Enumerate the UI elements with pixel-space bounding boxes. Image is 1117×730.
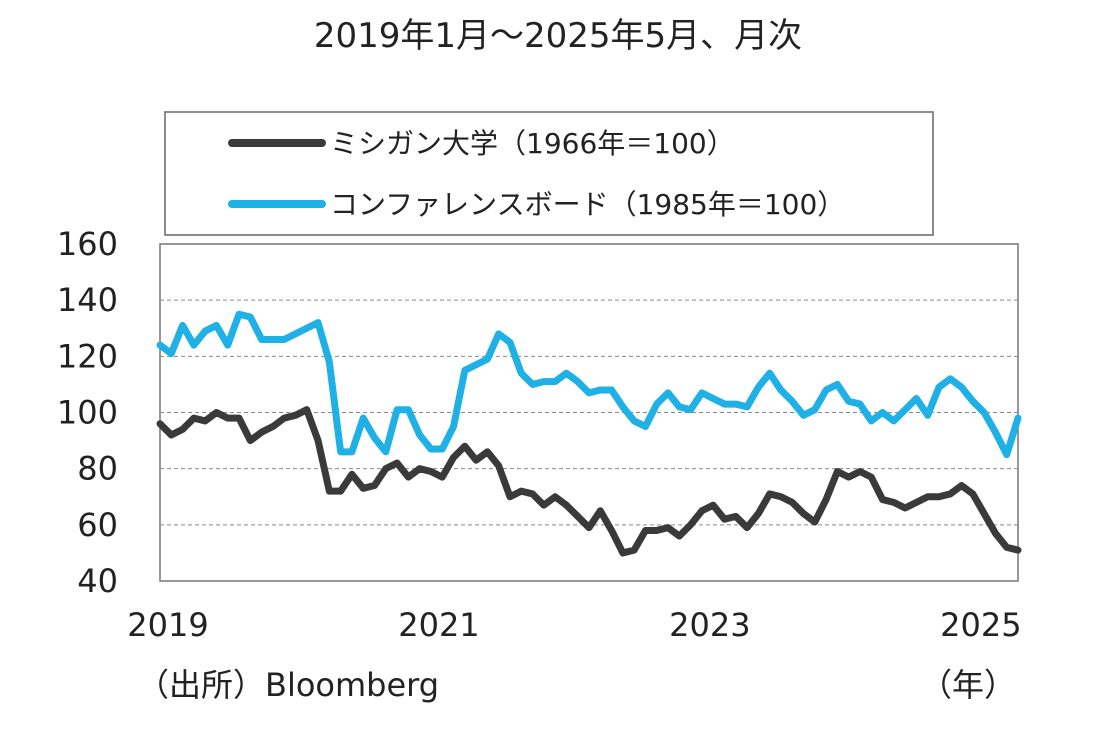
series-line-conference-board bbox=[156, 310, 1022, 459]
x-tick-label: 2025 bbox=[940, 606, 1021, 644]
series-lines bbox=[156, 310, 1022, 557]
y-tick-label: 60 bbox=[77, 506, 118, 544]
y-tick-label: 80 bbox=[77, 450, 118, 488]
legend-label-michigan: ミシガン大学（1966年＝100） bbox=[330, 127, 735, 160]
source-note: （出所）Bloomberg bbox=[137, 666, 439, 704]
y-tick-label: 100 bbox=[57, 394, 118, 432]
x-tick-label: 2023 bbox=[669, 606, 750, 644]
legend: ミシガン大学（1966年＝100） コンファレンスボード（1985年＝100） bbox=[164, 111, 934, 236]
x-axis: 2019 2021 2023 2025 bbox=[127, 606, 1021, 644]
legend-box bbox=[164, 111, 934, 236]
series-line-michigan bbox=[156, 406, 1022, 557]
y-tick-label: 40 bbox=[77, 562, 118, 600]
y-tick-label: 140 bbox=[57, 281, 118, 319]
chart-title: 2019年1月～2025年5月、月次 bbox=[314, 16, 802, 56]
y-tick-label: 120 bbox=[57, 337, 118, 375]
y-axis: 160 140 120 100 80 60 40 bbox=[57, 225, 118, 600]
y-tick-label: 160 bbox=[57, 225, 118, 263]
x-tick-label: 2021 bbox=[398, 606, 479, 644]
x-tick-label: 2019 bbox=[127, 606, 208, 644]
x-unit-label: （年） bbox=[920, 666, 1016, 704]
legend-label-conference-board: コンファレンスボード（1985年＝100） bbox=[330, 188, 845, 221]
